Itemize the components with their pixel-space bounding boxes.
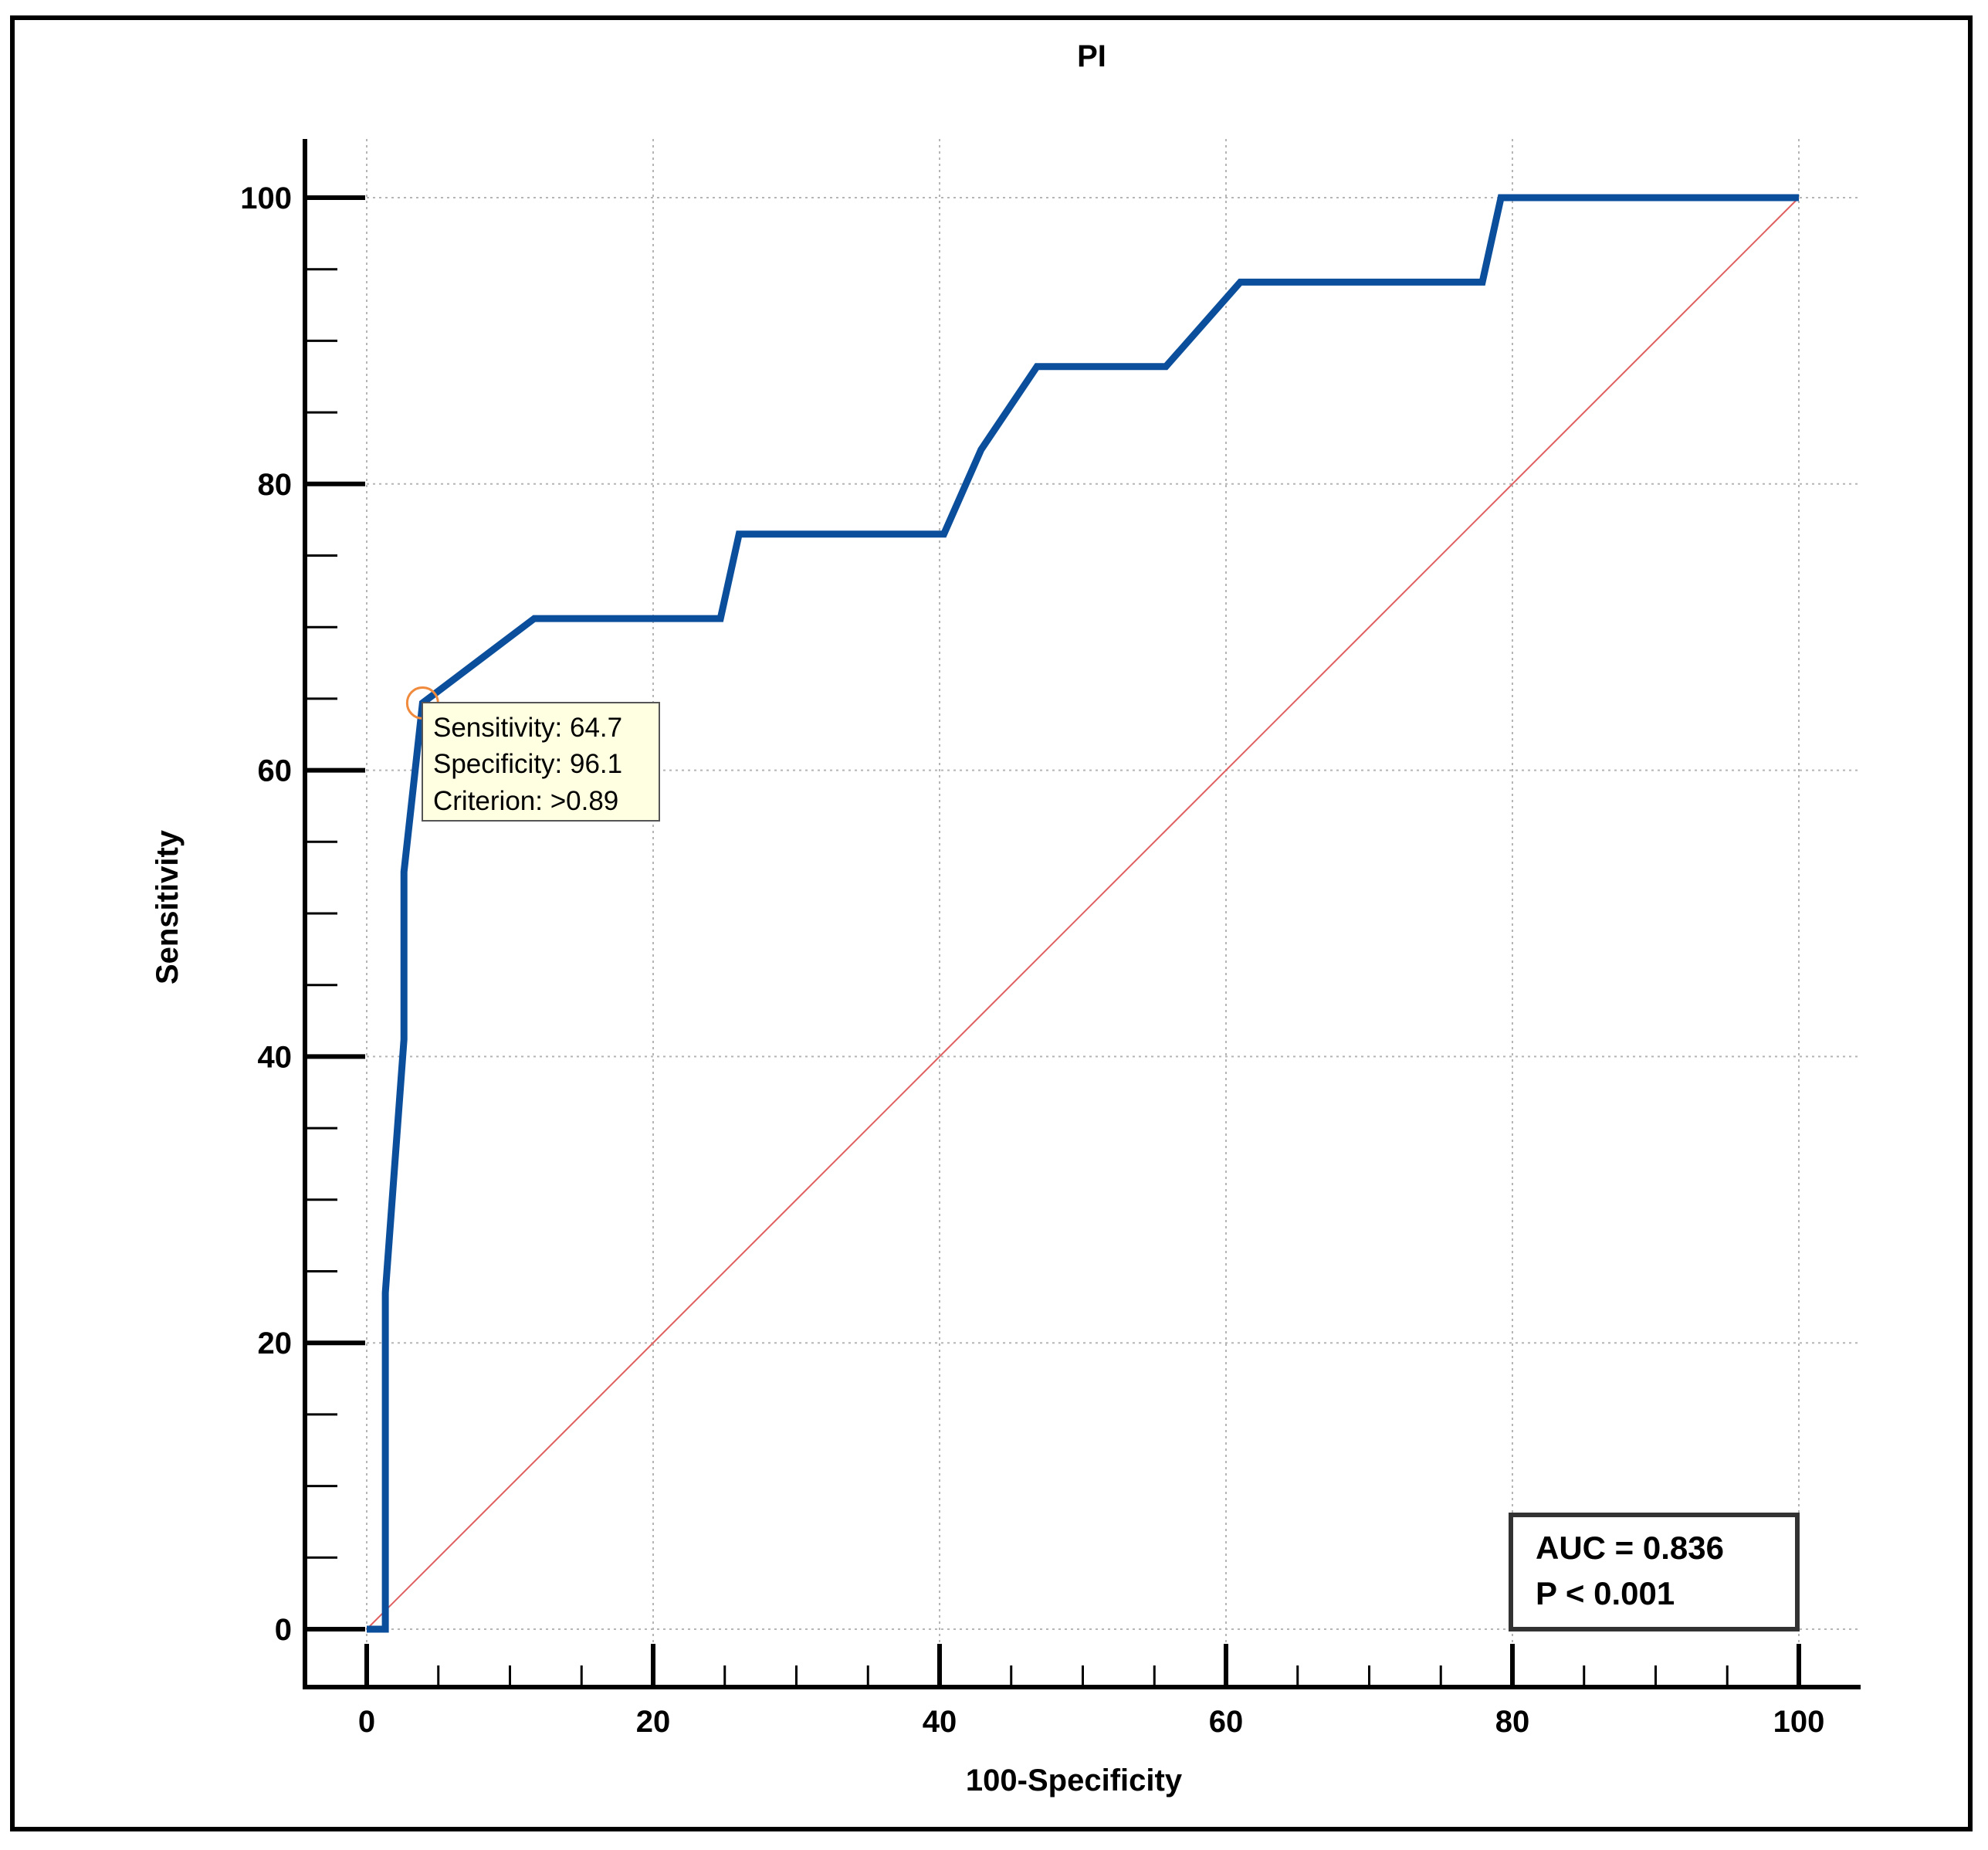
chart-title: PI (1077, 39, 1106, 73)
gridlines (305, 139, 1861, 1687)
criterion-tooltip: Sensitivity: 64.7 Specificity: 96.1 Crit… (422, 702, 660, 822)
x-tick-label: 0 (358, 1705, 375, 1739)
y-axis-ticks: 0 20 40 60 80 100 (240, 181, 365, 1647)
axes (303, 139, 1861, 1689)
roc-curve (367, 194, 1799, 1633)
x-tick-label: 80 (1495, 1705, 1530, 1739)
x-tick-label: 100 (1773, 1705, 1825, 1739)
series-layer (366, 194, 1800, 1633)
p-value: P < 0.001 (1536, 1575, 1675, 1611)
tooltip-specificity: Specificity: 96.1 (433, 749, 622, 779)
y-tick-label: 40 (258, 1040, 293, 1074)
auc-annotation: AUC = 0.836 P < 0.001 (1509, 1513, 1800, 1631)
auc-box (1509, 1513, 1800, 1631)
auc-value: AUC = 0.836 (1536, 1530, 1724, 1566)
y-tick-label: 0 (275, 1613, 292, 1647)
x-tick-label: 60 (1209, 1705, 1244, 1739)
x-axis-label: 100-Specificity (966, 1764, 1183, 1797)
y-tick-label: 80 (258, 468, 293, 502)
reference-line (366, 197, 1800, 1630)
x-tick-label: 20 (636, 1705, 671, 1739)
x-axis-ticks: 0 20 40 60 80 100 (358, 1644, 1825, 1739)
x-tick-label: 40 (923, 1705, 957, 1739)
tooltip-sensitivity: Sensitivity: 64.7 (433, 713, 622, 743)
y-tick-label: 100 (240, 181, 292, 215)
y-axis-label: Sensitivity (151, 829, 185, 984)
tooltip-box (422, 702, 660, 822)
tooltip-criterion: Criterion: >0.89 (433, 786, 618, 816)
y-tick-label: 60 (258, 754, 293, 788)
y-tick-label: 20 (258, 1327, 293, 1360)
